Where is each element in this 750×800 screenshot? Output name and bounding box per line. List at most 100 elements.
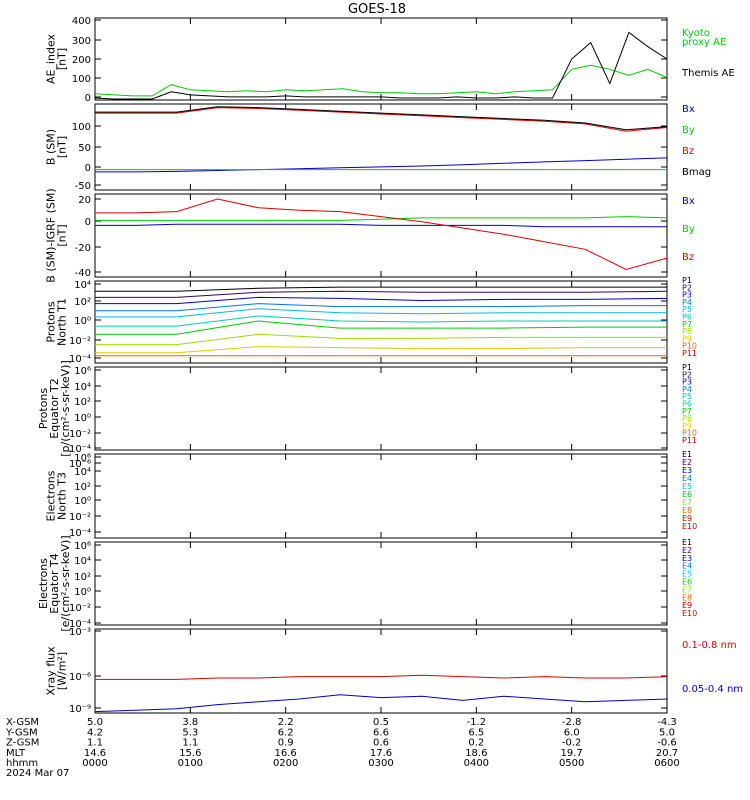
series-line [95,107,668,132]
y-tick-label: 10⁻² [69,603,91,614]
footer-value: -0.6 [657,738,677,749]
footer-value: 0300 [368,758,393,769]
y-tick-label: 10² [74,572,91,583]
footer-value: 18.6 [465,748,487,759]
y-tick-label: -40 [75,268,91,279]
footer-value: 0.6 [373,738,389,749]
y-tick-label: 50 [78,143,91,154]
legend-label: E3 [682,466,692,475]
y-axis-label: AE_index [45,33,58,84]
legend-label: P5 [682,392,692,401]
legend-label: E9 [682,601,692,610]
plot-date: 2024 Mar 07 [6,768,69,779]
legend-label: Bmag [682,167,711,178]
legend-label: P2 [682,283,692,292]
legend-label: P7 [682,320,692,329]
legend-label: P3 [682,378,692,387]
y-axis-label: Xray flux [45,646,58,696]
y-axis-label: Protons [45,301,58,342]
legend-label: Bx [682,196,695,207]
panel-frame [94,366,668,451]
legend-label: 0.1-0.8 nm [682,640,737,651]
legend-label: P9 [682,334,692,343]
y-tick-label: 10⁻⁹ [69,704,91,715]
y-axis-label: B (SM) [45,129,58,165]
legend-label: P10 [682,429,697,438]
series-line [94,64,668,97]
legend-label: By [682,224,695,235]
series-line [95,674,668,680]
y-tick-label: 10⁶ [74,366,91,377]
y-axis-label: [nT] [56,224,69,246]
footer-row-label: X-GSM [6,717,39,728]
legend-label: P9 [682,421,692,430]
footer-value: 0.5 [373,717,389,728]
series-line [95,157,668,173]
y-tick-label: 100 [72,74,91,85]
y-axis-label: Protons [37,388,50,429]
legend-label: P11 [682,349,697,358]
panel-xray: 10⁻³ 10⁻⁶ 10⁻⁹ Xray flux[W/m²] 0.1-0.8 nm 0.0… [45,627,744,715]
footer-value: 0600 [654,758,679,769]
legend-label: E8 [682,506,692,515]
footer-value: 0.9 [278,738,294,749]
y-tick-label: 400 [72,16,91,27]
y-tick-label: 10⁶ [74,541,91,552]
legend-label: E7 [682,585,692,594]
legend-label: E3 [682,554,692,563]
y-tick-label: 10⁻⁶ [69,459,91,470]
panel-bsm: 100 50 0 -50 B (SM)[nT] Bx By Bz Bmag [45,103,711,192]
legend-label: P2 [682,370,692,379]
plot-title: GOES-18 [348,2,406,17]
footer-value: 6.5 [468,727,484,738]
footer-value: 19.7 [561,748,583,759]
legend-label: E5 [682,482,692,491]
y-tick-label: 10⁻⁴ [69,619,91,630]
panel-frame [94,103,668,191]
footer-value: 0400 [464,758,489,769]
y-tick-label: 10⁻² [69,429,91,440]
footer-value: 0100 [178,758,203,769]
y-tick-label: 10⁴ [74,382,91,393]
ephemeris-footer: X-GSM 5.0 3.8 2.2 0.5 -1.2 -2.8 -4.3 Y-GSM 4.2 5.3… [5,717,680,779]
y-axis-label: Electrons [37,558,50,609]
legend-label: P5 [682,305,692,314]
series-line [95,223,667,228]
footer-value: 0500 [559,758,584,769]
y-tick-label: 10² [74,397,91,408]
series-line [94,694,668,713]
legend-label: P8 [682,327,692,336]
series-line [95,106,668,131]
legend-label: E5 [682,570,692,579]
series-line [95,333,667,346]
footer-row-label: MLT [6,748,26,759]
footer-value: 5.0 [87,717,103,728]
legend-label: P4 [682,298,692,307]
y-tick-label: 0 [85,163,91,174]
footer-row-label: Y-GSM [5,727,38,738]
footer-value: 2.2 [278,717,294,728]
legend-label: Bz [682,252,694,263]
legend-label: E1 [682,450,692,459]
y-tick-label: 10⁻³ [69,627,91,638]
y-axis-label: [W/m²] [56,652,69,690]
legend-label: Bz [682,146,694,157]
y-tick-label: 0 [85,93,91,104]
footer-value: 4.2 [87,727,103,738]
legend-label: P6 [682,400,692,409]
footer-value: -0.2 [562,738,582,749]
legend-label: proxy AE [682,37,726,48]
footer-value: 0000 [82,758,107,769]
footer-value: 5.3 [182,727,198,738]
y-tick-label: 10⁻⁶ [69,672,91,683]
y-tick-label: 10⁻⁴ [69,444,91,455]
y-axis-label: [p/(cm²-s-sr-keV)] [59,360,72,457]
footer-value: 1.1 [87,738,103,749]
legend-label: E2 [682,546,692,555]
panel-frame [94,628,668,714]
footer-value: 15.6 [179,748,201,759]
